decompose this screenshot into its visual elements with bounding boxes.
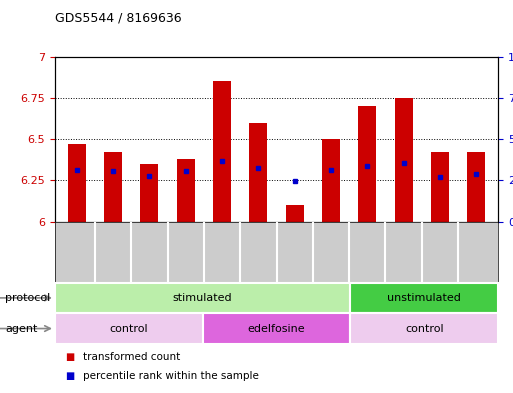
Bar: [176, 159, 195, 222]
Text: GDS5544 / 8169636: GDS5544 / 8169636: [55, 12, 182, 25]
Text: transformed count: transformed count: [83, 351, 181, 362]
Text: ■: ■: [65, 371, 74, 380]
Text: protocol: protocol: [5, 293, 50, 303]
Text: stimulated: stimulated: [173, 293, 232, 303]
Text: unstimulated: unstimulated: [387, 293, 461, 303]
Bar: [213, 81, 231, 222]
Text: percentile rank within the sample: percentile rank within the sample: [83, 371, 259, 380]
Bar: [322, 139, 340, 222]
Bar: [350, 313, 498, 344]
Bar: [104, 152, 122, 222]
Text: control: control: [405, 323, 444, 334]
Text: control: control: [109, 323, 148, 334]
Text: edelfosine: edelfosine: [248, 323, 305, 334]
Bar: [249, 123, 267, 222]
Bar: [286, 205, 304, 222]
Text: ■: ■: [65, 351, 74, 362]
Bar: [394, 98, 413, 222]
Text: agent: agent: [5, 323, 37, 334]
Bar: [358, 106, 377, 222]
Bar: [68, 144, 86, 222]
Bar: [467, 152, 485, 222]
Bar: [350, 283, 498, 313]
Bar: [140, 164, 159, 222]
Bar: [55, 313, 203, 344]
Bar: [203, 313, 350, 344]
Bar: [431, 152, 449, 222]
Bar: [55, 283, 350, 313]
